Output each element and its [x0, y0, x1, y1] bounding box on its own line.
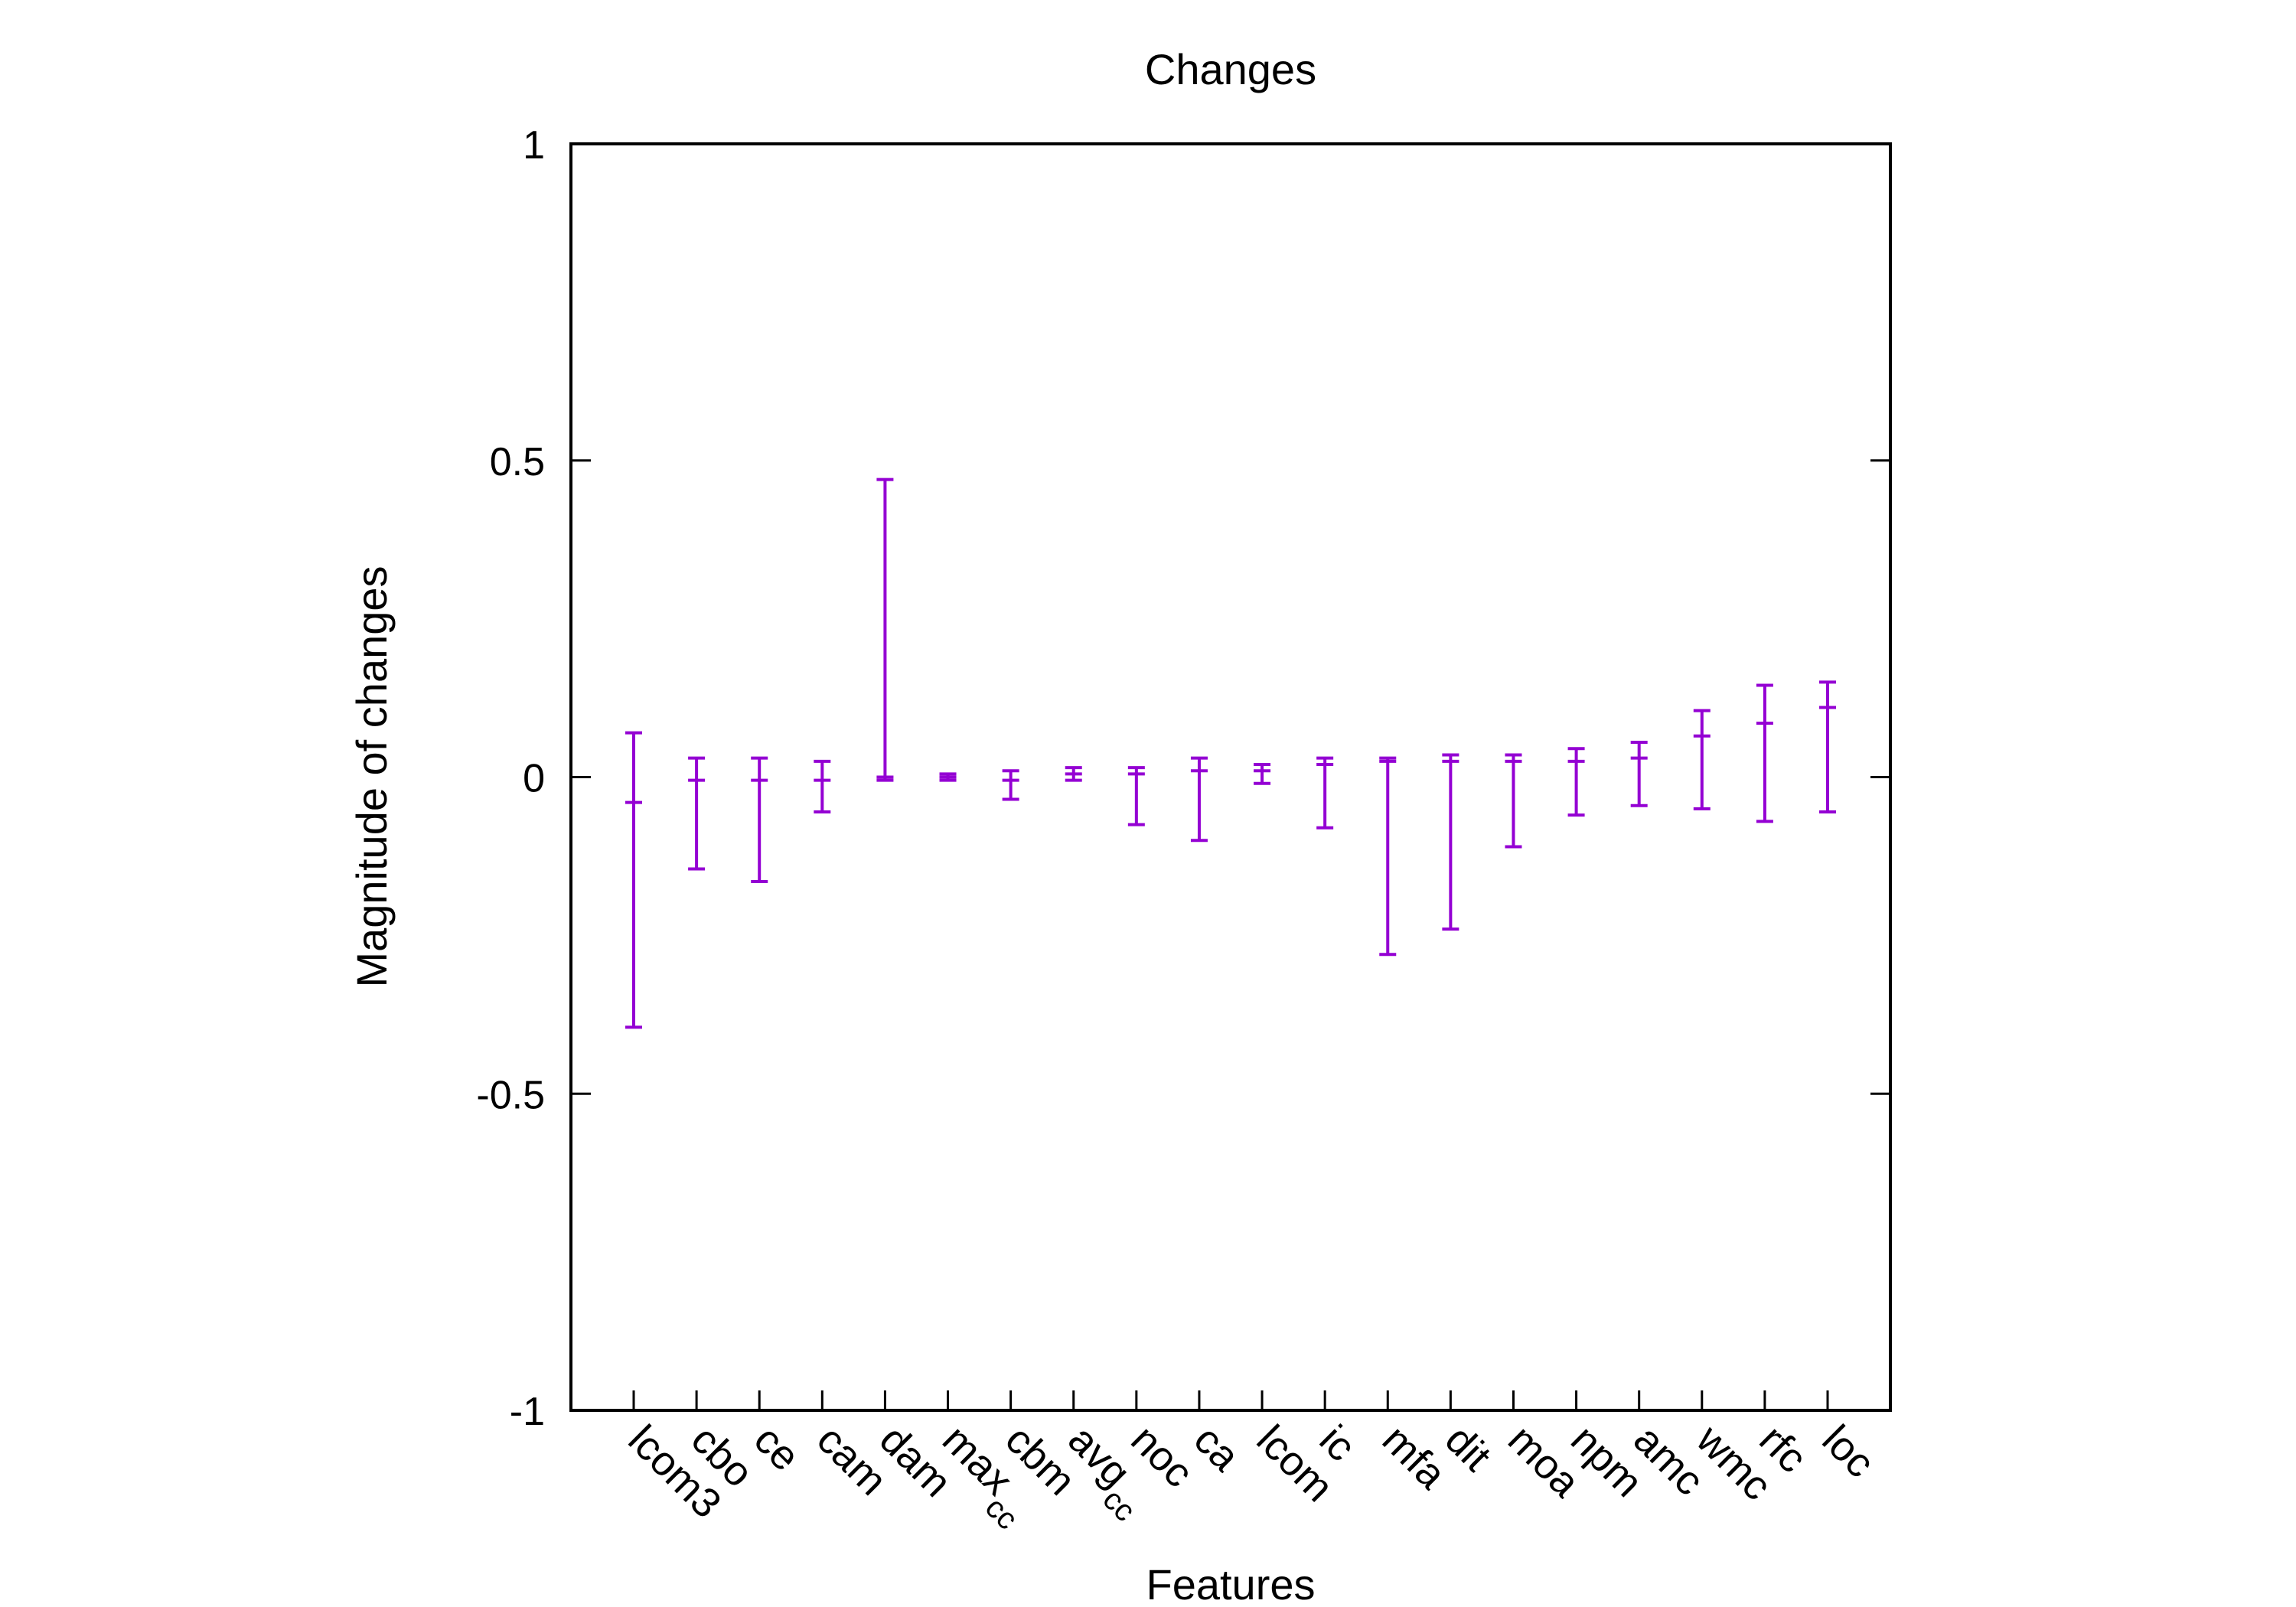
- x-tick-label: loc: [1814, 1416, 1883, 1486]
- error-bar-moa: [1505, 753, 1522, 849]
- y-axis-ticks: 1 0.5 0 -0.5 -1: [476, 123, 1890, 1434]
- y-tick-label: -0.5: [476, 1073, 545, 1117]
- y-tick-label: -1: [510, 1390, 545, 1434]
- error-bar-avgcc: [1065, 766, 1082, 782]
- x-axis-label: Features: [1146, 1560, 1316, 1607]
- y-tick-label: 0: [523, 757, 545, 801]
- error-bar-loc: [1819, 680, 1836, 814]
- error-bars: [625, 478, 1836, 1029]
- plot-frame: [569, 142, 1892, 1412]
- error-bar-noc: [1127, 766, 1145, 826]
- error-bar-lcom: [1254, 762, 1271, 785]
- error-bar-amc: [1630, 740, 1648, 807]
- error-bar-ca: [1190, 756, 1208, 843]
- x-tick-label: mfa: [1374, 1416, 1456, 1498]
- error-bar-npm: [1567, 747, 1585, 817]
- y-tick-label: 1: [523, 123, 545, 168]
- error-bar-maxcc: [939, 772, 957, 782]
- x-tick-label-text: mfa: [1374, 1416, 1456, 1498]
- error-bar-cbm: [1002, 769, 1019, 801]
- y-axis-label: Magnitude of changes: [347, 566, 396, 987]
- x-tick-label-text: loc: [1814, 1416, 1883, 1486]
- y-tick-label: 0.5: [490, 440, 545, 484]
- error-bar-cam: [814, 759, 831, 814]
- x-tick-label: noc: [1122, 1416, 1202, 1496]
- error-bar-wmc: [1693, 709, 1711, 810]
- x-tick-label-text: noc: [1122, 1416, 1202, 1496]
- error-bar-mfa: [1379, 756, 1397, 957]
- error-bar-ic: [1316, 756, 1334, 830]
- error-bar-dit: [1442, 753, 1459, 931]
- error-bar-dam: [876, 478, 894, 782]
- chart-title: Changes: [1145, 45, 1316, 93]
- error-bar-rfc: [1756, 683, 1773, 823]
- error-bar-lcom3: [625, 731, 642, 1029]
- error-bar-cbo: [688, 756, 706, 871]
- error-bar-ce: [751, 756, 768, 884]
